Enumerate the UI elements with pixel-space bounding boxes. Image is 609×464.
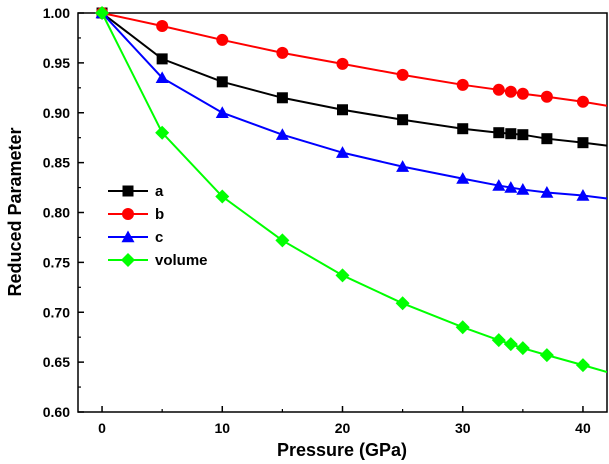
series-line-c (101, 12, 607, 200)
data-point-b (540, 90, 553, 103)
data-point-b (396, 68, 409, 81)
y-tick-label: 0.80 (43, 205, 70, 221)
data-point-b (492, 83, 505, 96)
y-tick-label: 0.60 (43, 404, 70, 420)
legend-label-b: b (155, 206, 164, 223)
data-point-volume (395, 296, 410, 311)
data-point-b (216, 33, 229, 46)
data-point-volume (515, 341, 530, 356)
axes: 0 10 20 30 40 0.60 0.65 0.70 0.75 0.80 0.85 0.90 0.9… (43, 5, 608, 436)
series-b (96, 7, 607, 108)
y-tick-label: 1.00 (43, 5, 70, 21)
legend-label-a: a (155, 183, 164, 200)
data-point-volume (335, 268, 350, 283)
data-point-a (493, 127, 505, 139)
data-point-volume (539, 348, 554, 363)
x-tick-label: 20 (335, 420, 351, 436)
y-tick-label: 0.85 (43, 155, 70, 171)
data-point-b (516, 87, 529, 100)
data-point-c (576, 189, 590, 201)
x-tick-label: 30 (455, 420, 471, 436)
data-point-a (397, 114, 409, 126)
data-point-volume (575, 358, 590, 373)
data-point-c (516, 183, 530, 195)
data-point-c (540, 186, 554, 198)
data-point-a (216, 76, 228, 88)
data-point-b (276, 46, 289, 59)
data-point-volume (155, 125, 170, 140)
y-tick-label: 0.95 (43, 55, 70, 71)
data-point-c (396, 160, 410, 172)
series-c (95, 6, 607, 201)
data-point-a (337, 104, 348, 116)
data-point-c (215, 106, 229, 118)
data-point-c (275, 128, 289, 140)
legend-marker-a (122, 185, 134, 197)
x-tick-label: 10 (214, 420, 230, 436)
x-axis-title: Pressure (GPa) (277, 440, 407, 460)
legend-marker-b (122, 208, 134, 220)
data-point-b (336, 57, 349, 70)
x-tick-label: 0 (98, 420, 106, 436)
y-tick-label: 0.65 (43, 354, 70, 370)
data-point-a (517, 129, 529, 141)
legend-marker-c (121, 230, 135, 243)
x-tick-label: 40 (575, 420, 591, 436)
data-point-a (156, 53, 168, 65)
data-point-volume (503, 337, 518, 352)
series-volume (95, 6, 607, 374)
data-point-volume (455, 320, 470, 335)
y-axis-title: Reduced Parameter (5, 127, 25, 296)
data-point-b (456, 78, 469, 91)
legend: abc volume (108, 183, 208, 269)
legend-label-volume: volume (155, 252, 208, 269)
series-line-b (101, 12, 607, 107)
data-point-b (504, 85, 517, 98)
series-layer (95, 6, 607, 374)
y-tick-label: 0.75 (43, 254, 70, 270)
data-point-c (155, 71, 169, 84)
data-point-a (577, 137, 589, 149)
legend-marker-volume (121, 253, 135, 267)
data-point-c (456, 172, 470, 184)
data-point-b (576, 95, 589, 108)
data-point-c (492, 179, 506, 191)
data-point-volume (95, 6, 110, 20)
series-line-a (101, 12, 607, 147)
data-point-a (276, 92, 288, 104)
data-point-c (336, 146, 349, 158)
y-tick-label: 0.90 (43, 105, 70, 121)
data-point-volume (275, 233, 290, 248)
data-point-c (504, 181, 518, 193)
legend-label-c: c (155, 229, 163, 246)
data-point-volume (215, 189, 230, 204)
data-point-a (505, 128, 517, 140)
data-point-volume (491, 333, 506, 348)
data-point-b (156, 19, 169, 32)
data-point-a (541, 133, 553, 145)
data-point-a (457, 123, 469, 135)
y-tick-label: 0.70 (43, 304, 70, 320)
